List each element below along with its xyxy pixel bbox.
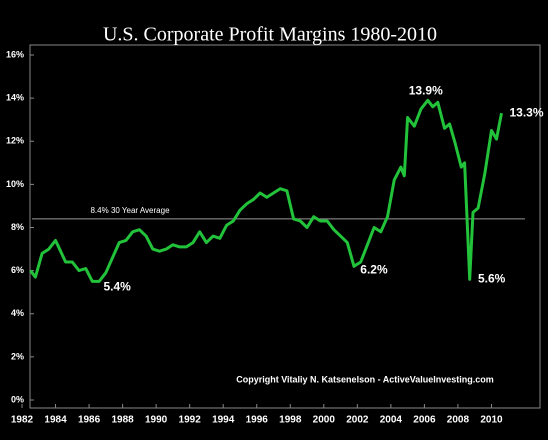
- x-tick-label: 1996: [246, 415, 269, 426]
- y-tick-label: 0%: [11, 394, 24, 404]
- annotation-label: 5.4%: [103, 280, 131, 294]
- x-tick-label: 2006: [413, 415, 436, 426]
- x-tick-label: 1986: [78, 415, 101, 426]
- y-tick-label: 8%: [11, 222, 24, 232]
- y-tick-label: 6%: [11, 265, 24, 275]
- annotation-label: 13.3%: [510, 105, 544, 119]
- x-tick-label: 1982: [11, 415, 34, 426]
- y-tick-label: 14%: [6, 93, 24, 103]
- y-tick-label: 16%: [6, 49, 24, 59]
- annotation-label: 5.6%: [478, 271, 506, 285]
- copyright: Copyright Vitaliy N. Katsenelson - Activ…: [236, 374, 494, 384]
- x-tick-label: 2000: [313, 415, 336, 426]
- chart-title: U.S. Corporate Profit Margins 1980-2010: [103, 24, 437, 46]
- x-tick-label: 1992: [179, 415, 202, 426]
- x-tick-label: 1994: [212, 415, 235, 426]
- x-tick-label: 1988: [111, 415, 134, 426]
- y-tick-label: 4%: [11, 308, 24, 318]
- x-tick-label: 1984: [44, 415, 67, 426]
- x-tick-label: 2002: [346, 415, 369, 426]
- y-tick-label: 10%: [6, 179, 24, 189]
- annotation-label: 6.2%: [360, 262, 388, 276]
- y-tick-label: 2%: [11, 351, 24, 361]
- average-label: 8.4% 30 Year Average: [90, 206, 170, 215]
- plot-frame: [29, 44, 541, 409]
- x-tick-label: 1990: [145, 415, 168, 426]
- annotation-label: 13.9%: [409, 83, 443, 97]
- x-tick-label: 1998: [279, 415, 302, 426]
- x-tick-label: 2008: [447, 415, 470, 426]
- y-tick-label: 12%: [6, 136, 24, 146]
- data-line: [29, 98, 503, 283]
- x-tick-label: 2004: [380, 415, 403, 426]
- x-tick-label: 2010: [480, 415, 503, 426]
